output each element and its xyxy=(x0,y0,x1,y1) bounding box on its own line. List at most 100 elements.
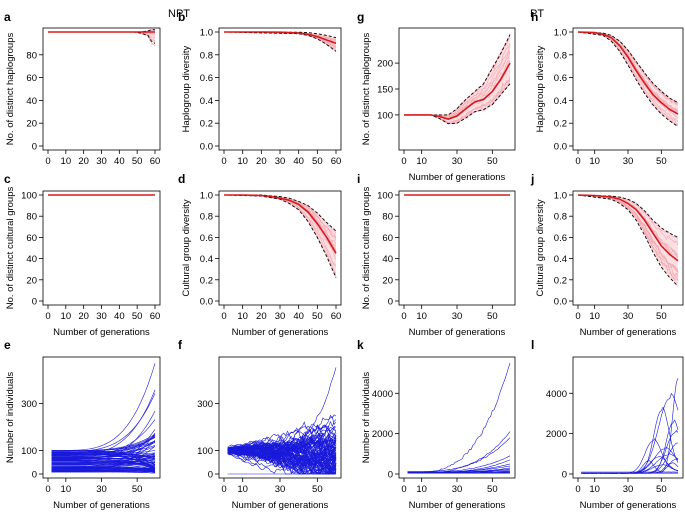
plot-area xyxy=(581,378,679,474)
x-tick-label: 30 xyxy=(452,311,463,322)
y-tick-label: 0 xyxy=(388,470,393,481)
x-tick-label: 10 xyxy=(589,311,600,322)
trajectory-line xyxy=(581,460,678,474)
x-tick-label: 50 xyxy=(487,484,498,495)
dashed-lower xyxy=(223,194,337,278)
dashed-lower xyxy=(48,31,156,44)
y-tick-label: 60 xyxy=(382,233,393,244)
panel-j: j 0 10 30 50 0.0 0.2 0.4 0.6 0.8 1.0 Cultural group… xyxy=(530,172,684,338)
y-tick-label: 40 xyxy=(26,254,37,265)
panel-letter: j xyxy=(530,172,534,186)
x-tick-label: 50 xyxy=(656,156,667,167)
trajectory-line xyxy=(407,431,511,474)
trajectory-line xyxy=(227,441,337,475)
y-tick-label: 0.6 xyxy=(200,73,213,84)
trajectory-line xyxy=(51,463,156,470)
y-tick-label: 0.4 xyxy=(554,254,567,265)
trajectory-line xyxy=(227,439,337,470)
x-tick-label: 10 xyxy=(416,484,427,495)
trajectory-line xyxy=(51,419,156,456)
x-tick-label: 60 xyxy=(331,311,342,322)
y-tick-label: 0.0 xyxy=(554,142,567,153)
x-tick-label: 50 xyxy=(487,156,498,167)
x-tick-label: 0 xyxy=(45,156,50,167)
y-axis-label: No. of distinct cultural groups xyxy=(5,187,16,310)
x-tick-label: 20 xyxy=(78,311,89,322)
panel-e: e 0 10 30 50 0 100 300 Number of individuals Numb… xyxy=(4,338,161,511)
y-tick-label: 0.6 xyxy=(554,233,567,244)
trajectory-line xyxy=(51,469,156,472)
y-tick-label: 4000 xyxy=(546,389,567,400)
dashed-lower xyxy=(404,83,511,125)
panel-f: f 0 10 30 50 0 100 300 Number of generations xyxy=(178,338,342,511)
envelope-fill xyxy=(224,32,336,52)
plot-area xyxy=(223,194,337,278)
panel-letter: b xyxy=(178,10,185,24)
x-tick-label: 10 xyxy=(61,311,72,322)
x-tick-label: 0 xyxy=(575,156,580,167)
x-tick-label: 50 xyxy=(656,311,667,322)
panel-l: l 0 10 30 50 0 2000 4000 Number of generations xyxy=(531,338,684,511)
y-tick-label: 200 xyxy=(377,59,393,70)
x-tick-label: 10 xyxy=(61,484,72,495)
y-axis-label: No. of distinct haplogroups xyxy=(361,33,372,146)
y-tick-label: 100 xyxy=(21,191,37,202)
dashed-lower xyxy=(223,31,337,52)
panel-letter: d xyxy=(178,172,185,186)
x-tick-label: 50 xyxy=(312,311,323,322)
trajectory-line xyxy=(51,465,156,470)
trajectory-line xyxy=(51,436,156,454)
y-tick-label: 0 xyxy=(32,142,37,153)
y-axis-label: Cultural group diversity xyxy=(181,199,192,296)
panel-b: b 0 10 20 30 40 50 60 0.0 0.2 0.4 0.6 0.8 1.0 Haplogro… xyxy=(178,10,342,167)
trajectory-line xyxy=(227,440,337,468)
y-tick-label: 100 xyxy=(197,446,213,457)
y-tick-label: 0.0 xyxy=(554,297,567,308)
y-tick-label: 0.8 xyxy=(200,50,213,61)
dashed-lower xyxy=(577,194,679,287)
trajectory-line xyxy=(51,435,156,452)
trajectory-line xyxy=(581,458,679,474)
x-tick-label: 0 xyxy=(45,484,50,495)
y-tick-label: 0.2 xyxy=(200,275,213,286)
trajectory-line xyxy=(581,447,679,474)
trajectory-line xyxy=(581,419,679,474)
panel-letter: a xyxy=(4,10,11,24)
plot-area xyxy=(223,31,337,52)
plot-area xyxy=(48,28,156,47)
y-tick-label: 0.4 xyxy=(200,254,213,265)
panel-d: d 0 10 20 30 40 50 60 0.0 0.2 0.4 0.6 0.8 1.0 Cultural… xyxy=(178,172,342,338)
x-tick-label: 40 xyxy=(114,311,125,322)
y-tick-label: 100 xyxy=(377,191,393,202)
y-tick-label: 0.8 xyxy=(554,50,567,61)
panel-h: h 0 10 30 50 0.0 0.2 0.4 0.6 0.8 1.0 Haplogroup div… xyxy=(531,10,684,167)
trajectory-line xyxy=(407,437,511,472)
y-tick-label: 0 xyxy=(32,470,37,481)
x-tick-label: 30 xyxy=(452,156,463,167)
trajectory-line xyxy=(51,461,156,467)
panel-a: a 0 10 20 30 40 50 60 0 20 40 60 80 No. of distinct h… xyxy=(4,10,161,167)
plot-area xyxy=(407,362,511,474)
envelope-fill xyxy=(404,34,510,124)
x-axis-label: Number of generations xyxy=(53,500,150,511)
y-tick-label: 20 xyxy=(26,275,37,286)
trajectory-line xyxy=(407,362,511,473)
trajectory-line xyxy=(51,410,156,463)
x-tick-label: 30 xyxy=(275,311,286,322)
x-tick-label: 50 xyxy=(132,156,143,167)
x-tick-label: 10 xyxy=(237,311,248,322)
y-axis-label: Number of individuals xyxy=(361,372,372,464)
x-axis-label: Number of generations xyxy=(232,500,329,511)
y-tick-label: 80 xyxy=(382,212,393,223)
x-tick-label: 10 xyxy=(416,156,427,167)
plot-frame xyxy=(398,356,516,479)
plot-area xyxy=(577,31,679,127)
y-tick-label: 0 xyxy=(562,470,567,481)
x-tick-label: 30 xyxy=(623,484,634,495)
y-tick-label: 80 xyxy=(26,212,37,223)
plot-frame xyxy=(572,27,684,151)
plot-area xyxy=(577,194,679,287)
y-axis-label: Cultural group diversity xyxy=(535,199,546,296)
y-tick-label: 100 xyxy=(21,446,37,457)
y-tick-label: 20 xyxy=(382,275,393,286)
